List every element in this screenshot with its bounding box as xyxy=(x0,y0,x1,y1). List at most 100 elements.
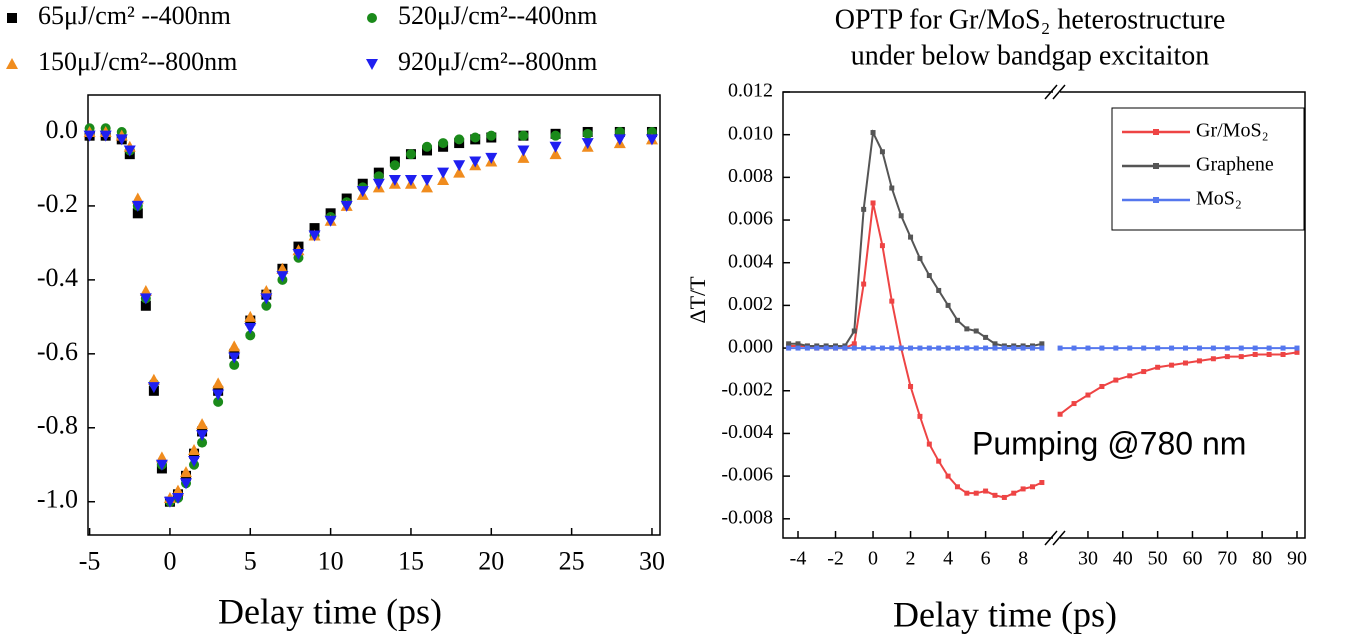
marker xyxy=(1224,345,1230,351)
marker xyxy=(786,345,792,351)
x-tick-label: 20 xyxy=(478,547,504,576)
marker xyxy=(1252,345,1258,351)
marker xyxy=(1224,354,1230,360)
marker xyxy=(517,145,530,157)
marker xyxy=(898,345,904,351)
plot-frame xyxy=(782,91,1306,539)
marker xyxy=(1029,345,1035,351)
marker xyxy=(870,130,876,136)
y-tick-label: -0.004 xyxy=(721,421,773,443)
marker xyxy=(1294,349,1300,355)
marker xyxy=(1196,345,1202,351)
y-axis-label: ΔT/T xyxy=(685,276,710,324)
marker xyxy=(908,345,914,351)
marker xyxy=(795,345,801,351)
marker xyxy=(1210,356,1216,362)
marker xyxy=(992,341,998,347)
y-tick-label: 0.006 xyxy=(728,208,773,230)
marker xyxy=(1127,345,1133,351)
marker xyxy=(1155,364,1161,370)
y-tick-label: 0.004 xyxy=(728,250,773,272)
marker xyxy=(550,130,561,141)
marker xyxy=(983,488,989,494)
marker xyxy=(244,310,257,322)
marker xyxy=(1071,401,1077,407)
y-tick-label: 0.008 xyxy=(728,165,773,187)
marker xyxy=(936,458,942,464)
marker xyxy=(228,352,241,364)
marker xyxy=(276,271,289,283)
marker xyxy=(1196,358,1202,364)
x-tick-label: 80 xyxy=(1252,548,1272,570)
annotation: Pumping @780 nm xyxy=(972,425,1246,461)
marker xyxy=(244,322,257,334)
x-tick-label: 5 xyxy=(244,547,257,576)
x-tick-label: 6 xyxy=(981,548,991,570)
marker xyxy=(861,281,867,287)
marker xyxy=(438,138,449,149)
marker xyxy=(6,58,18,69)
marker xyxy=(171,484,184,496)
marker xyxy=(1280,345,1286,351)
marker xyxy=(453,166,466,178)
marker xyxy=(1113,377,1119,383)
y-tick-label: -0.006 xyxy=(721,464,773,486)
axis-break-mark xyxy=(1052,84,1066,100)
marker xyxy=(7,13,17,23)
marker xyxy=(945,473,951,479)
chart-title: OPTP for Gr/MoS₂ heterostructure xyxy=(835,4,1226,35)
marker xyxy=(197,437,208,448)
marker xyxy=(1001,345,1007,351)
y-tick-label: 0.0 xyxy=(46,115,79,144)
marker xyxy=(889,345,895,351)
series-line xyxy=(788,129,1043,347)
marker xyxy=(309,223,320,234)
marker xyxy=(581,138,594,150)
marker xyxy=(879,149,885,155)
legend-label: Graphene xyxy=(1196,154,1274,176)
marker xyxy=(992,492,998,498)
x-tick-label: 8 xyxy=(1018,548,1028,570)
marker xyxy=(131,200,144,212)
marker xyxy=(964,490,970,496)
marker xyxy=(366,59,378,70)
marker xyxy=(421,175,434,187)
marker xyxy=(833,345,839,351)
marker xyxy=(1141,345,1147,351)
x-tick-label: 25 xyxy=(559,547,585,576)
marker xyxy=(1011,490,1017,496)
y-tick-label: -1.0 xyxy=(37,485,78,514)
marker xyxy=(405,149,416,160)
marker xyxy=(213,396,224,407)
marker xyxy=(517,151,530,163)
axis-break-mark xyxy=(1052,530,1066,546)
marker xyxy=(1127,373,1133,379)
x-tick-label: 2 xyxy=(906,548,916,570)
marker xyxy=(1057,411,1063,417)
marker xyxy=(973,328,979,334)
marker xyxy=(163,496,176,508)
marker xyxy=(356,186,369,198)
y-tick-label: -0.008 xyxy=(721,506,773,528)
marker xyxy=(889,298,895,304)
marker xyxy=(983,345,989,351)
marker xyxy=(1057,345,1063,351)
legend-label: 520μJ/cm²--400nm xyxy=(398,1,597,30)
marker xyxy=(936,287,942,293)
marker xyxy=(453,160,466,172)
marker xyxy=(1113,345,1119,351)
marker xyxy=(188,456,201,468)
marker xyxy=(964,345,970,351)
marker xyxy=(1238,354,1244,360)
x-axis-label: Delay time (ps) xyxy=(218,591,442,631)
legend-box xyxy=(1111,107,1305,231)
marker xyxy=(1266,345,1272,351)
axis-break-gap xyxy=(1053,84,1060,100)
marker xyxy=(404,175,417,187)
marker xyxy=(139,284,152,296)
x-tick-label: 0 xyxy=(868,548,878,570)
marker xyxy=(1155,345,1161,351)
axis-break-gap xyxy=(1053,530,1060,546)
marker xyxy=(1085,345,1091,351)
